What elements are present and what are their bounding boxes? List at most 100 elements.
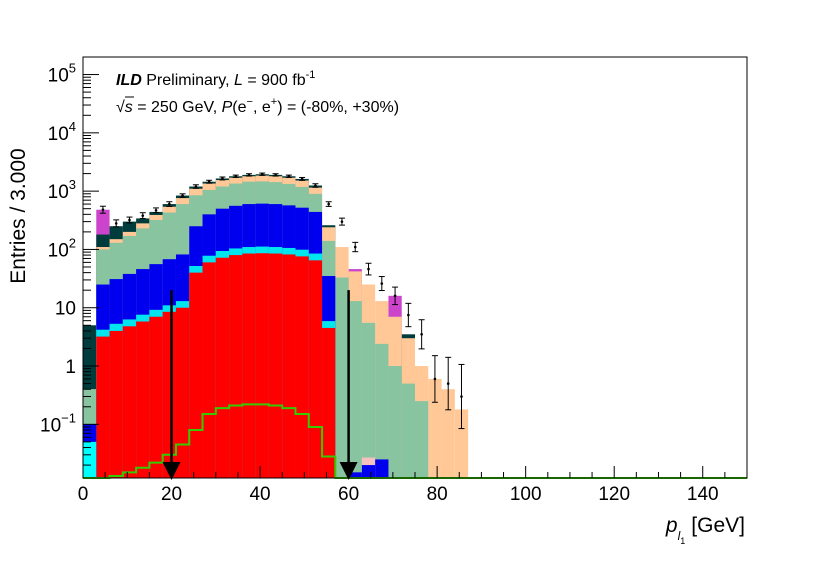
x-tick-label: 60	[338, 484, 359, 505]
hist-bar	[122, 326, 137, 478]
data-point	[101, 208, 105, 212]
hist-bar	[348, 301, 362, 478]
y-tick-label: 10−1	[40, 410, 76, 436]
hist-bar	[229, 255, 243, 478]
title-minus: −	[247, 96, 253, 108]
data-point	[181, 194, 184, 197]
title-P: P	[222, 99, 233, 116]
data-point	[194, 185, 198, 188]
x-axis-label-p: p	[665, 514, 678, 537]
hist-bar	[375, 459, 389, 478]
hist-bar	[175, 307, 190, 478]
data-point	[407, 313, 410, 317]
hist-bar	[162, 311, 176, 478]
x-axis-label-l: l	[678, 529, 681, 543]
hist-bar	[215, 257, 230, 478]
data-point	[380, 282, 384, 285]
hist-bar	[268, 253, 283, 478]
data-point	[141, 214, 145, 217]
data-point	[234, 174, 238, 178]
x-tick-label: 80	[427, 484, 448, 505]
data-point	[207, 180, 211, 184]
y-tick-label: 1	[65, 357, 76, 378]
hist-bar	[282, 254, 296, 478]
data-point	[420, 333, 423, 336]
hist-bar	[96, 336, 110, 478]
hist-bar	[388, 366, 402, 478]
title-experiment: ILD	[116, 72, 142, 89]
x-tick-label: 40	[249, 484, 270, 505]
x-tick-label: 140	[687, 484, 719, 505]
title-lumi-exp: -1	[306, 69, 316, 81]
data-point	[300, 177, 304, 181]
data-points-group	[99, 172, 465, 430]
x-tick-label: 120	[598, 484, 630, 505]
hist-bar	[454, 409, 469, 478]
x-tick-label: 20	[161, 484, 182, 505]
title-rest: ) = (-80%, +30%)	[277, 99, 399, 116]
data-point	[327, 202, 330, 206]
title-energy: = 250 GeV,	[137, 99, 217, 116]
hist-bar	[335, 277, 349, 478]
title-line-2: √s = 250 GeV, P(e−, e+) = (-80%, +30%)	[116, 96, 399, 116]
histogram-layers	[83, 174, 469, 479]
data-point	[367, 267, 370, 271]
hist-bar	[189, 272, 203, 478]
title-s: s	[125, 99, 133, 116]
data-point	[460, 395, 463, 398]
data-point	[353, 245, 357, 249]
y-tick-label: 104	[48, 119, 76, 145]
hist-bar	[415, 401, 429, 478]
data-point	[433, 377, 437, 381]
hist-bar	[401, 383, 415, 478]
hist-bar	[348, 472, 362, 478]
data-point	[314, 184, 317, 187]
title-lumi-eq: = 900 fb	[247, 72, 305, 89]
y-tick-label: 103	[48, 177, 76, 203]
title-lumi-prefix: L	[234, 72, 243, 89]
y-tick-label: 102	[48, 235, 76, 261]
hist-bar	[109, 330, 123, 478]
title-sqrt: √	[116, 99, 125, 116]
hist-bar	[202, 262, 216, 478]
hist-bar	[428, 378, 442, 478]
hist-bar	[322, 327, 336, 478]
hist-bar	[361, 465, 376, 478]
x-axis-label: pl1 [GeV]	[665, 514, 745, 546]
x-axis-label-sub1: 1	[680, 536, 685, 546]
title-open: (e	[232, 99, 246, 116]
x-tick-label: 0	[78, 484, 89, 505]
hist-bar	[375, 343, 389, 478]
x-tick-label: 100	[510, 484, 542, 505]
y-axis-label: Entries / 3.000	[7, 148, 30, 283]
y-tick-label: 10	[55, 299, 76, 320]
data-point	[221, 177, 224, 180]
data-point	[154, 208, 158, 212]
x-axis-label-unit: [GeV]	[691, 514, 745, 537]
y-tick-label: 105	[48, 61, 76, 87]
data-point	[247, 173, 251, 177]
data-point	[114, 222, 118, 225]
data-point	[260, 172, 264, 176]
hist-bar	[295, 256, 309, 478]
hist-bar	[83, 441, 97, 478]
title-plus: +	[271, 96, 277, 108]
title-comma: , e	[253, 99, 271, 116]
data-point	[340, 220, 344, 223]
data-point	[446, 382, 450, 385]
hist-bar	[361, 322, 376, 478]
data-point	[128, 218, 131, 222]
hist-bar	[441, 389, 455, 478]
title-status: Preliminary,	[146, 72, 229, 89]
hist-bar	[255, 253, 269, 478]
hist-bar	[136, 321, 150, 478]
hist-bar	[242, 253, 256, 478]
data-point	[274, 173, 277, 177]
data-point	[287, 174, 291, 178]
data-point	[393, 294, 397, 298]
title-line-1: ILD Preliminary, L = 900 fb-1	[116, 69, 315, 89]
hist-bar	[308, 260, 323, 478]
hist-bar	[149, 316, 163, 478]
